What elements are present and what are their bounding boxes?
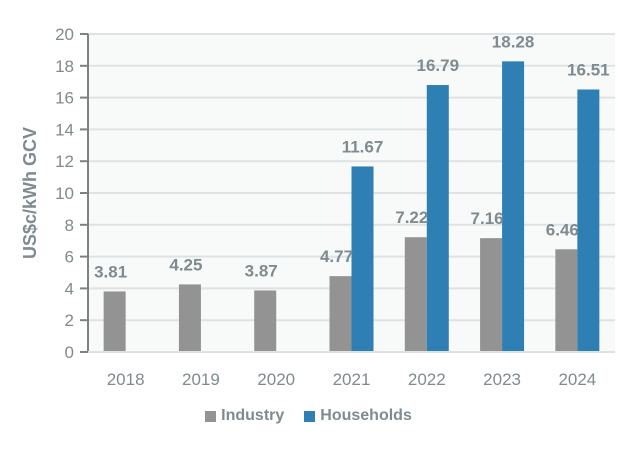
bar-households-2021: [351, 166, 374, 352]
data-label-industry: 4.77: [320, 247, 353, 266]
bar-industry-2022: [404, 237, 427, 352]
y-axis-label: US$c/kWh GCV: [20, 127, 40, 259]
y-tick-label: 10: [55, 184, 74, 203]
x-tick-label: 2020: [257, 370, 295, 389]
bar-industry-2018: [103, 291, 126, 352]
y-tick-label: 4: [65, 279, 74, 298]
data-label-households: 18.28: [492, 32, 535, 51]
data-label-industry: 3.81: [94, 262, 127, 281]
legend: Industry Households: [0, 407, 617, 427]
bar-industry-2020: [254, 290, 277, 352]
data-label-industry: 4.25: [169, 255, 202, 274]
y-tick-label: 18: [55, 57, 74, 76]
data-label-industry: 7.16: [471, 209, 504, 228]
y-tick-label: 12: [55, 152, 74, 171]
x-tick-label: 2019: [182, 370, 220, 389]
y-tick-label: 6: [65, 248, 74, 267]
data-label-households: 16.79: [417, 56, 460, 75]
bar-industry-2024: [555, 249, 578, 352]
legend-swatch: [304, 410, 316, 422]
bar-households-2023: [502, 61, 525, 353]
y-tick-label: 14: [55, 120, 74, 139]
x-tick-label: 2018: [107, 370, 145, 389]
legend-swatch: [205, 410, 217, 422]
data-label-industry: 7.22: [395, 208, 428, 227]
legend-label: Industry: [221, 407, 285, 424]
legend-label: Households: [320, 407, 412, 424]
bar-households-2022: [426, 85, 449, 352]
x-tick-label: 2024: [558, 370, 596, 389]
y-tick-label: 20: [55, 25, 74, 44]
y-tick-label: 0: [65, 343, 74, 362]
legend-item-industry: Industry: [205, 407, 284, 425]
bar-chart: 0 2 4 6 8 10 12 14 16 18 20 2018 3.81 2019 4.25 2020 3.…: [20, 25, 615, 389]
bar-industry-2021: [329, 276, 352, 352]
data-label-households: 16.51: [567, 60, 610, 79]
data-label-industry: 3.87: [245, 261, 278, 280]
data-label-households: 11.67: [342, 137, 384, 156]
x-tick-label: 2022: [408, 370, 446, 389]
bar-industry-2023: [480, 238, 503, 352]
y-tick-label: 2: [65, 311, 74, 330]
x-tick-label: 2023: [483, 370, 521, 389]
data-label-industry: 6.46: [546, 220, 579, 239]
y-tick-label: 8: [65, 216, 74, 235]
x-tick-label: 2021: [333, 370, 371, 389]
bar-industry-2019: [178, 284, 201, 352]
bar-households-2024: [577, 89, 600, 352]
legend-item-households: Households: [304, 407, 412, 425]
y-tick-label: 16: [55, 89, 74, 108]
